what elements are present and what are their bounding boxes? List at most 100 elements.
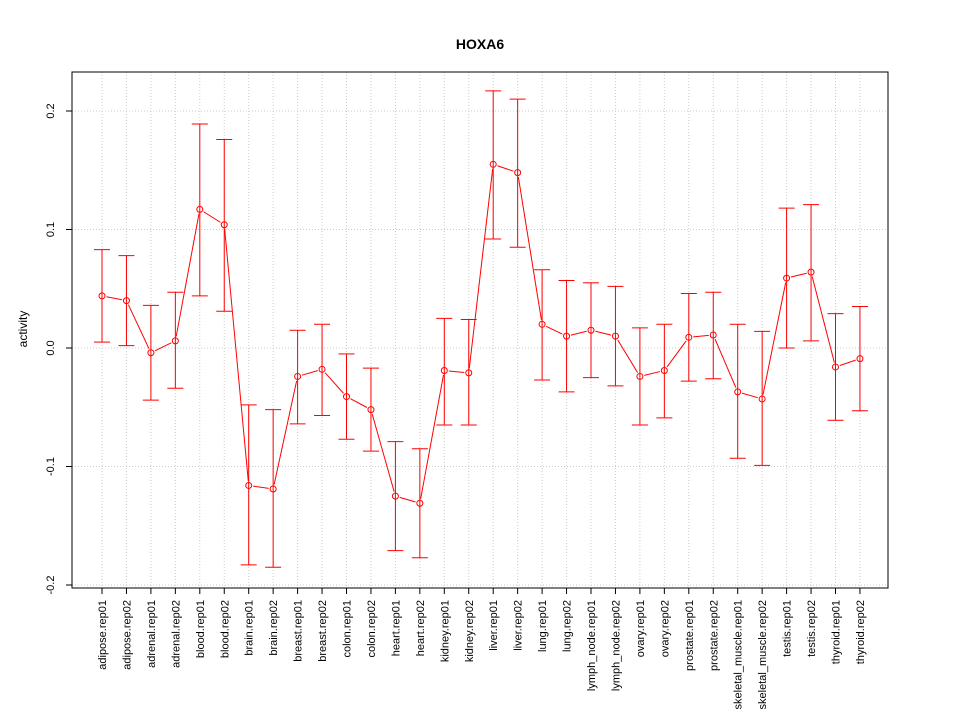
- data-point: [245, 481, 253, 489]
- x-tick-label: brain.rep01: [244, 600, 256, 656]
- data-point: [660, 367, 668, 375]
- y-axis: -0.2 -0.1 0.0 0.1 0.2: [45, 103, 73, 594]
- data-point: [147, 349, 155, 357]
- data-point: [343, 393, 350, 401]
- x-tick-label: prostate.rep01: [684, 600, 696, 671]
- series-segment: [762, 282, 787, 395]
- series-segment: [350, 398, 368, 408]
- x-axis: adipose.rep01 adipose.rep02 adrenal.rep01 a…: [97, 587, 867, 709]
- series-segment: [371, 413, 395, 492]
- data-point: [783, 274, 791, 282]
- x-tick-label: lung.rep01: [537, 600, 549, 652]
- data-point: [685, 333, 693, 341]
- x-tick-label: breast.rep01: [293, 600, 305, 662]
- data-point: [832, 363, 839, 371]
- grid-lines: [72, 72, 888, 588]
- series-segment: [617, 339, 638, 373]
- data-point: [538, 320, 546, 328]
- x-tick-label: blood.rep02: [219, 600, 231, 658]
- data-point: [122, 297, 130, 305]
- data-point: [367, 406, 375, 414]
- series-line: [106, 165, 856, 503]
- x-tick-label: skeletal_muscle.rep01: [733, 600, 745, 709]
- x-tick-label: lung.rep02: [562, 600, 574, 652]
- data-point: [294, 372, 302, 380]
- series-segment: [741, 392, 758, 399]
- x-tick-label: adrenal.rep01: [146, 600, 158, 668]
- series-segment: [644, 371, 661, 376]
- series-segment: [175, 213, 200, 337]
- series-segment: [448, 370, 465, 373]
- data-point: [391, 492, 399, 500]
- data-points: [98, 160, 864, 507]
- series-segment: [399, 496, 416, 503]
- x-tick-label: ovary.rep02: [659, 600, 671, 657]
- data-point: [709, 331, 717, 339]
- series-segment: [811, 276, 835, 363]
- data-point: [611, 332, 619, 340]
- y-tick-label: -0.1: [45, 457, 57, 476]
- series-segment: [517, 176, 542, 320]
- x-tick-label: testis.rep02: [806, 600, 818, 657]
- y-tick-label: 0.0: [45, 340, 57, 355]
- x-tick-label: liver.rep02: [513, 600, 525, 651]
- x-tick-label: adipose.rep01: [97, 600, 109, 670]
- x-tick-label: testis.rep01: [782, 600, 794, 657]
- series-segment: [693, 334, 709, 338]
- data-point: [220, 221, 228, 229]
- data-point: [318, 365, 326, 373]
- series-segment: [839, 359, 856, 366]
- data-point: [856, 355, 864, 363]
- data-point: [636, 372, 644, 380]
- series-segment: [224, 229, 249, 482]
- x-tick-label: liver.rep01: [488, 600, 500, 651]
- x-tick-label: thyroid.rep01: [831, 600, 843, 664]
- error-bars: [94, 90, 868, 568]
- data-point: [489, 160, 497, 168]
- series-segment: [790, 272, 807, 278]
- series-segment: [273, 380, 298, 485]
- x-tick-label: skeletal_muscle.rep02: [757, 600, 769, 709]
- data-point: [734, 388, 742, 396]
- data-point: [807, 268, 815, 276]
- series-segment: [127, 304, 150, 349]
- data-point: [416, 499, 424, 507]
- data-point: [758, 395, 766, 403]
- x-tick-label: breast.rep02: [317, 600, 329, 662]
- x-tick-label: kidney.rep01: [439, 600, 451, 662]
- data-point: [196, 205, 204, 213]
- series-segment: [666, 340, 687, 368]
- data-point: [514, 169, 522, 177]
- data-point: [465, 369, 473, 377]
- series-segment: [497, 165, 514, 172]
- series-segment: [420, 374, 444, 499]
- data-point: [563, 332, 571, 340]
- x-tick-label: brain.rep02: [268, 600, 280, 656]
- x-tick-label: heart.rep02: [415, 600, 427, 656]
- x-tick-label: lymph_node.rep01: [586, 600, 598, 691]
- x-tick-label: adipose.rep02: [121, 600, 133, 670]
- x-tick-label: ovary.rep01: [635, 600, 647, 657]
- x-tick-label: prostate.rep02: [708, 600, 720, 671]
- plot-frame: [71, 71, 889, 589]
- x-tick-label: colon.rep01: [342, 600, 354, 658]
- series-segment: [570, 330, 587, 336]
- data-point: [171, 337, 179, 345]
- x-tick-label: adrenal.rep02: [170, 600, 182, 668]
- data-point: [98, 292, 106, 300]
- data-point: [269, 485, 277, 493]
- series-segment: [203, 211, 221, 223]
- x-tick-label: thyroid.rep02: [855, 600, 867, 664]
- x-tick-label: lymph_node.rep02: [610, 600, 622, 691]
- series-segment: [106, 296, 123, 301]
- data-point: [587, 326, 595, 334]
- series-segment: [253, 485, 269, 489]
- x-tick-label: kidney.rep02: [464, 600, 476, 662]
- series-segment: [595, 330, 612, 336]
- chart-title: HOXA6: [456, 36, 504, 52]
- series-segment: [545, 325, 563, 335]
- series-segment: [324, 372, 344, 394]
- series-segment: [301, 370, 318, 376]
- x-tick-label: blood.rep01: [195, 600, 207, 658]
